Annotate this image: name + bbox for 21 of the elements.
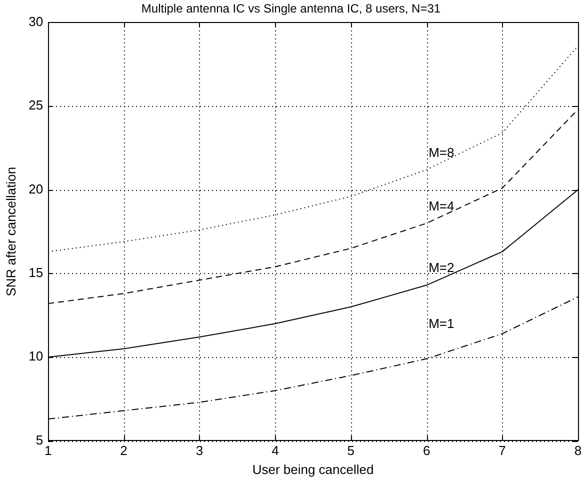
y-tick-label: 10 <box>28 348 44 364</box>
x-tick-label: 8 <box>574 443 582 458</box>
chart-title: Multiple antenna IC vs Single antenna IC, 8 users, N=31 <box>141 2 441 16</box>
y-tick-label: 30 <box>28 14 44 29</box>
x-tick-label: 2 <box>120 443 128 458</box>
series-label: M=1 <box>428 316 454 331</box>
series-label: M=2 <box>428 260 454 276</box>
x-axis-title: User being cancelled <box>252 462 374 477</box>
x-tick-label: 5 <box>347 443 354 458</box>
x-tick-label: 7 <box>498 443 506 458</box>
x-tick-label: 1 <box>44 443 52 458</box>
y-tick-label: 20 <box>28 181 44 196</box>
y-axis-title: SNR after cancellation <box>3 166 18 296</box>
x-tick-label: 4 <box>272 443 279 458</box>
series-label: M=8 <box>428 144 454 160</box>
y-tick-label: 25 <box>28 98 44 113</box>
y-tick-label: 5 <box>36 432 44 448</box>
y-tick-label: 15 <box>28 265 44 280</box>
series-label: M=4 <box>428 198 454 214</box>
x-tick-label: 6 <box>422 443 430 458</box>
x-tick-label: 3 <box>196 443 204 458</box>
